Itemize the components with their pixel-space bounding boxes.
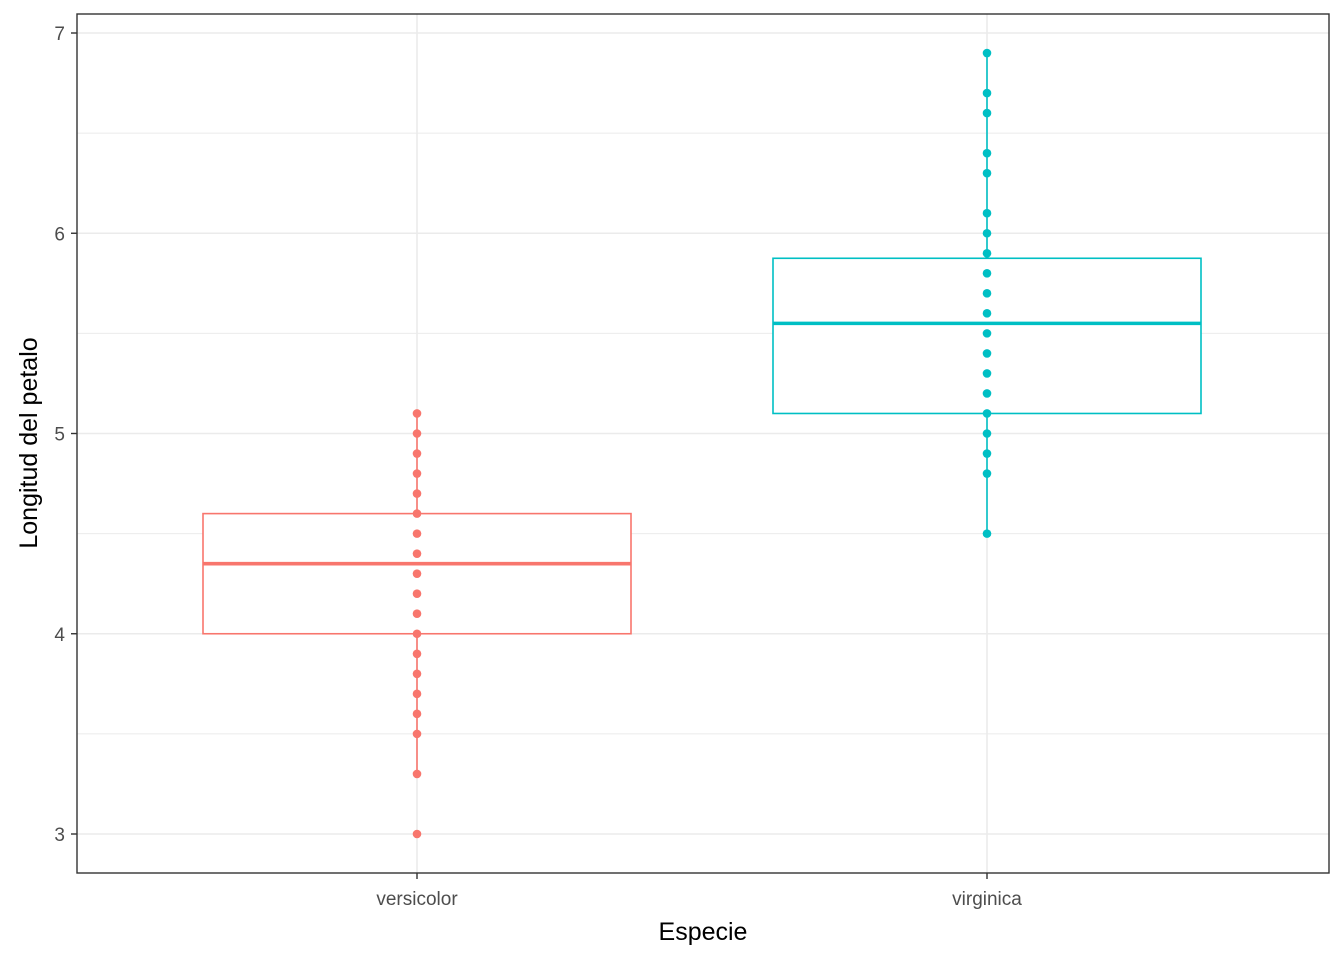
y-tick-label: 4 (54, 625, 65, 646)
data-point (412, 649, 422, 659)
data-point (412, 449, 422, 458)
data-point (982, 329, 992, 338)
data-point (982, 48, 992, 58)
plot-panel-border (76, 13, 1330, 874)
x-tick-label: virginica (952, 889, 1022, 910)
data-point (982, 248, 992, 258)
data-point (412, 469, 422, 478)
data-point (982, 168, 992, 178)
data-point (412, 769, 422, 779)
data-layer (202, 48, 1202, 839)
x-tick-label: versicolor (376, 889, 458, 910)
data-point (412, 629, 422, 639)
boxplot-virginica (772, 48, 1202, 538)
data-point (412, 569, 422, 578)
boxplot-versicolor (202, 409, 632, 839)
data-point (982, 369, 992, 378)
axis-layer: 3 4 5 6 7 versicolor virginica (54, 24, 1022, 910)
data-point (982, 529, 992, 538)
y-tick-label: 7 (54, 24, 65, 45)
data-point (982, 148, 992, 158)
data-point (982, 228, 992, 238)
plot-background (77, 14, 1329, 873)
data-point (982, 309, 992, 318)
data-point (412, 669, 422, 679)
data-point (982, 429, 992, 438)
data-point (412, 429, 422, 438)
y-axis-title: Longitud del petalo (15, 337, 43, 548)
data-point (412, 829, 422, 839)
y-tick-label: 3 (54, 825, 65, 846)
data-point (982, 289, 992, 298)
data-point (982, 449, 992, 458)
data-point (982, 389, 992, 398)
x-axis-title: Especie (659, 918, 748, 946)
data-point (412, 549, 422, 558)
data-point (982, 349, 992, 358)
data-point (412, 509, 422, 518)
data-point (412, 589, 422, 598)
data-point (412, 409, 422, 418)
y-tick-label: 6 (54, 224, 65, 245)
data-point (412, 689, 422, 699)
data-point (982, 469, 992, 478)
data-point (412, 709, 422, 719)
y-tick-label: 5 (54, 425, 65, 446)
data-point (412, 489, 422, 498)
data-point (412, 529, 422, 538)
data-point (982, 409, 992, 418)
data-point (412, 609, 422, 619)
data-point (982, 269, 992, 278)
data-point (982, 208, 992, 218)
data-point (982, 108, 992, 118)
data-point (982, 88, 992, 98)
data-point (412, 729, 422, 739)
